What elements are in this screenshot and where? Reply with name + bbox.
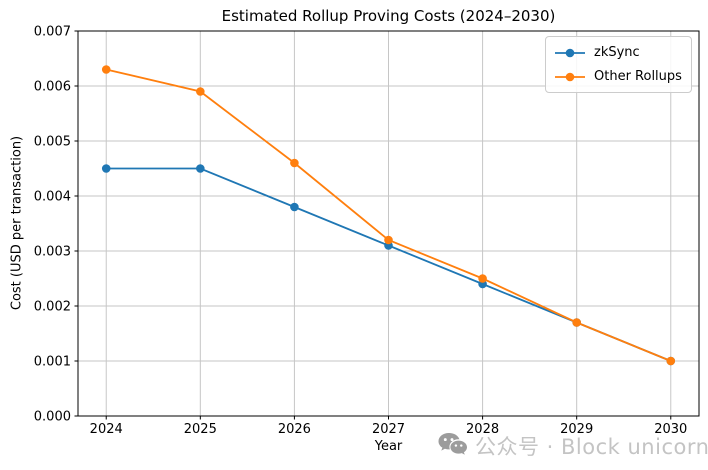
data-point-marker bbox=[666, 356, 676, 366]
legend: zkSync Other Rollups bbox=[545, 36, 692, 93]
line-marker-sample-icon bbox=[555, 72, 585, 81]
x-tick-label: 2026 bbox=[278, 422, 311, 437]
wechat-icon bbox=[438, 433, 467, 455]
watermark-text: 公众号 · Block unicorn bbox=[475, 435, 708, 459]
data-point-marker bbox=[101, 65, 111, 74]
chart-title: Estimated Rollup Proving Costs (2024–203… bbox=[221, 7, 556, 25]
y-tick-label: 0.001 bbox=[34, 355, 71, 370]
data-point-marker bbox=[478, 274, 487, 283]
data-point-marker bbox=[384, 235, 393, 245]
legend-item-zksync: zkSync bbox=[553, 42, 682, 63]
data-point-marker bbox=[290, 202, 299, 212]
y-tick-label: 0.007 bbox=[34, 25, 71, 40]
x-tick-label: 2027 bbox=[372, 422, 405, 437]
x-tick-label: 2029 bbox=[560, 422, 593, 437]
x-tick-label: 2025 bbox=[184, 422, 217, 437]
x-tick-label: 2028 bbox=[466, 422, 499, 437]
line-marker-sample-icon bbox=[555, 48, 585, 57]
x-tick-label: 2030 bbox=[654, 422, 687, 437]
data-point-marker bbox=[290, 158, 299, 168]
y-axis-label: Cost (USD per transaction) bbox=[9, 135, 25, 311]
legend-item-other-rollups: Other Rollups bbox=[553, 66, 682, 87]
data-point-marker bbox=[196, 87, 205, 96]
watermark: 公众号 · Block unicorn bbox=[437, 429, 708, 463]
y-tick-label: 0.003 bbox=[34, 245, 71, 260]
plot-border bbox=[77, 30, 700, 417]
y-tick-label: 0.006 bbox=[34, 80, 71, 95]
x-axis-label: Year bbox=[374, 439, 403, 454]
y-tick-label: 0.004 bbox=[34, 190, 71, 205]
legend-label: zkSync bbox=[594, 45, 640, 60]
x-tick-label: 2024 bbox=[90, 422, 123, 437]
y-tick-label: 0.000 bbox=[34, 410, 71, 425]
data-point-marker bbox=[196, 164, 205, 173]
legend-label: Other Rollups bbox=[594, 69, 682, 84]
data-point-marker bbox=[572, 318, 581, 327]
y-tick-label: 0.002 bbox=[34, 300, 71, 315]
data-point-marker bbox=[101, 164, 111, 173]
y-tick-label: 0.005 bbox=[34, 135, 71, 150]
